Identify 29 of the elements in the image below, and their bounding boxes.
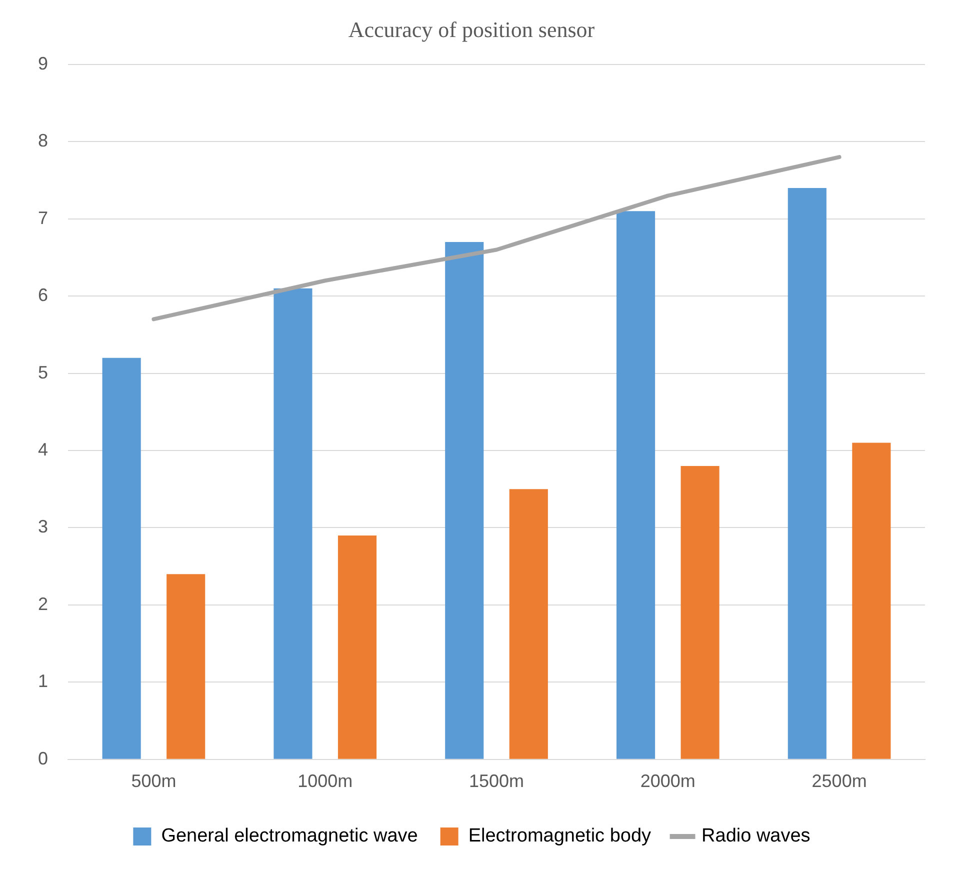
bar bbox=[274, 288, 312, 759]
bar bbox=[616, 211, 656, 759]
y-tick-label: 4 bbox=[38, 439, 48, 460]
x-tick-label: 1500m bbox=[468, 771, 524, 792]
y-tick-label: 6 bbox=[38, 285, 48, 306]
y-tick-label: 5 bbox=[38, 362, 48, 382]
bar bbox=[509, 489, 548, 759]
y-tick-label: 7 bbox=[38, 208, 48, 228]
legend-label: Radio waves bbox=[702, 826, 810, 847]
x-tick-label: 500m bbox=[131, 771, 176, 792]
bar bbox=[102, 358, 141, 759]
y-tick-label: 8 bbox=[38, 130, 48, 151]
y-tick-label: 2 bbox=[38, 594, 48, 614]
bar bbox=[338, 535, 377, 759]
legend-label: Electromagnetic body bbox=[468, 826, 652, 847]
y-tick-label: 1 bbox=[38, 671, 48, 692]
bar bbox=[788, 188, 826, 759]
x-tick-label: 1000m bbox=[298, 771, 353, 792]
bar bbox=[445, 242, 484, 759]
x-tick-label: 2000m bbox=[640, 771, 696, 792]
y-tick-label: 3 bbox=[38, 516, 48, 537]
chart-title: Accuracy of position sensor bbox=[348, 16, 596, 42]
x-tick-label: 2500m bbox=[812, 771, 867, 792]
bar bbox=[166, 574, 206, 759]
bar bbox=[852, 442, 891, 759]
y-tick-label: 9 bbox=[38, 53, 48, 74]
legend-label: General electromagnetic wave bbox=[161, 826, 418, 847]
y-tick-label: 0 bbox=[38, 748, 48, 768]
bar bbox=[680, 466, 720, 759]
